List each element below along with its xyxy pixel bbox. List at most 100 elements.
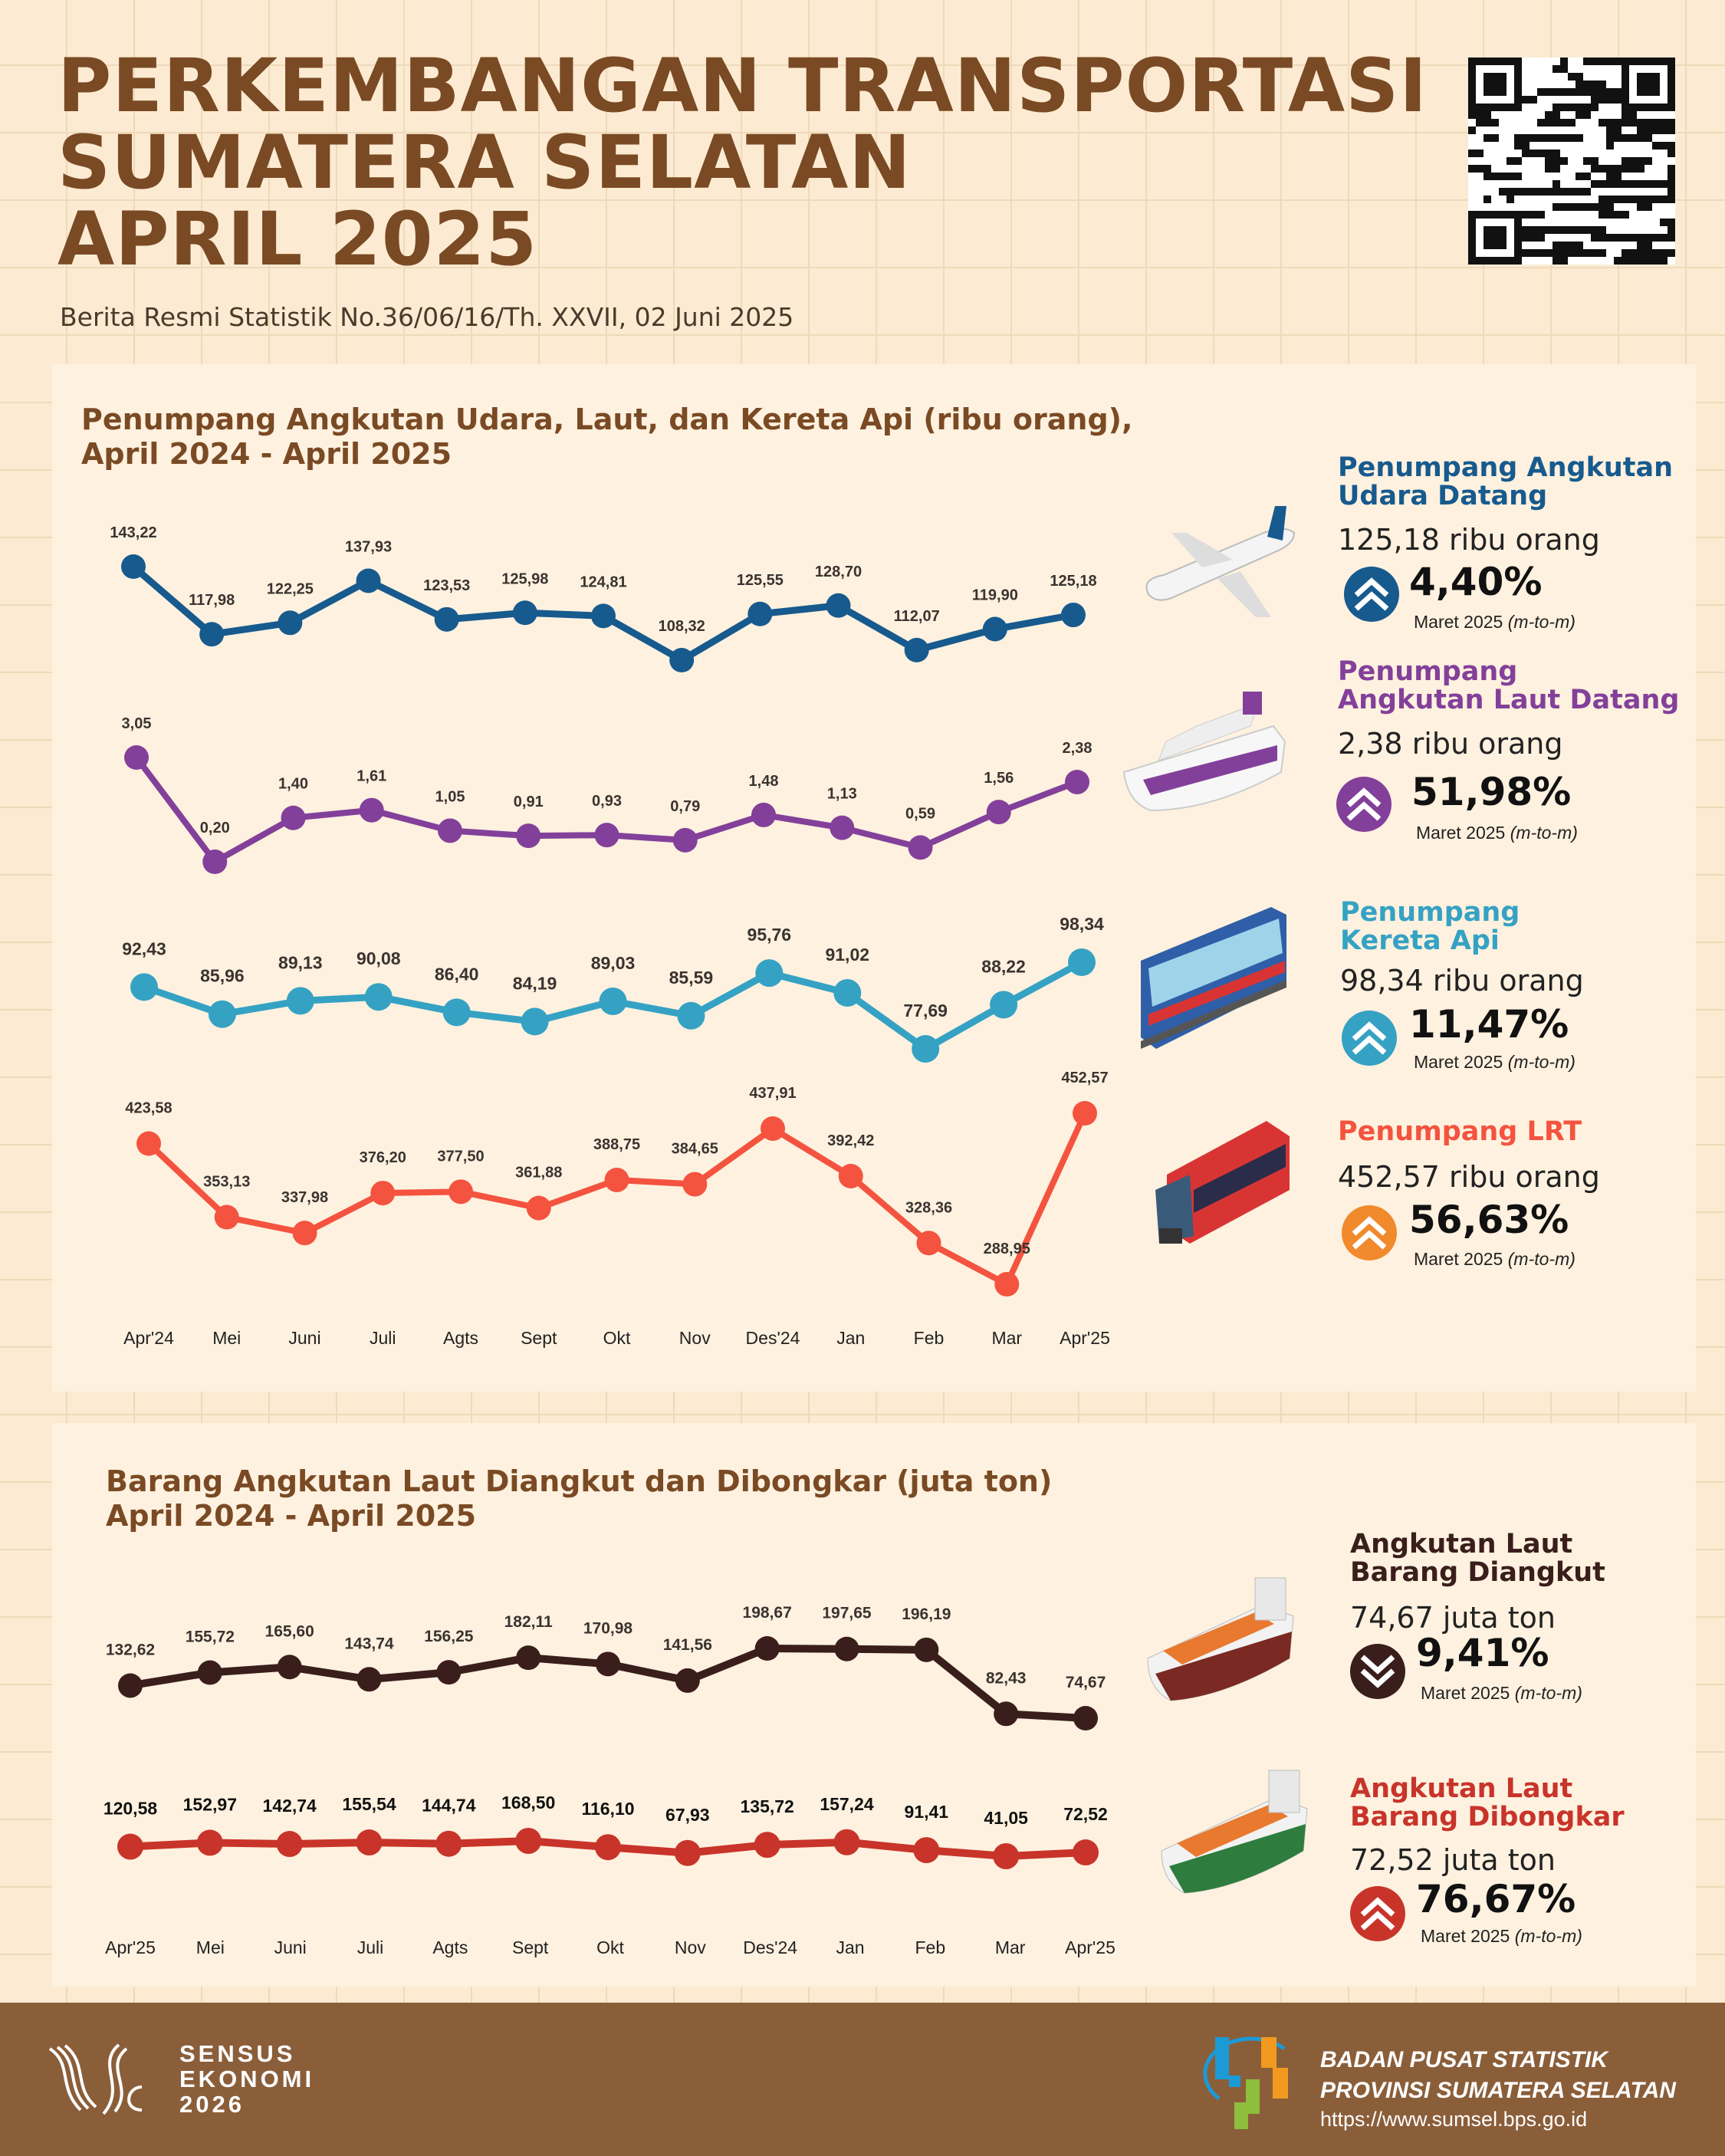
data-point [604, 1167, 629, 1192]
data-label: 0,20 [200, 820, 230, 836]
data-label: 437,91 [749, 1085, 796, 1102]
data-label: 85,96 [200, 966, 245, 986]
data-label: 92,43 [122, 938, 166, 958]
data-label: 143,22 [110, 524, 156, 541]
double-chevron-up-icon [1350, 1886, 1405, 1941]
info-title: Penumpang LRT [1338, 1118, 1582, 1146]
data-point [276, 1831, 303, 1858]
data-label: 2,38 [1063, 740, 1092, 757]
data-point [292, 1221, 317, 1246]
x-tick-label: Jan [836, 1937, 864, 1957]
info-title-line: Angkutan Laut Datang [1338, 685, 1680, 715]
data-point [674, 1839, 701, 1866]
data-point [1061, 603, 1086, 628]
data-label: 170,98 [583, 1619, 633, 1637]
data-label: 125,18 [1050, 573, 1096, 590]
data-label: 156,25 [424, 1628, 474, 1645]
info-note: Maret 2025 (m-to-m) [1421, 1926, 1582, 1947]
info-note-period: Maret 2025 [1414, 1249, 1503, 1269]
data-point [442, 998, 471, 1027]
data-label: 3,05 [122, 715, 152, 732]
bps-url-link[interactable]: https://www.sumsel.bps.go.id [1320, 2108, 1588, 2131]
data-label: 123,53 [423, 577, 470, 594]
info-title-line: Penumpang [1338, 656, 1518, 687]
data-point [197, 1660, 222, 1685]
data-label: 0,93 [592, 793, 622, 810]
data-label: 91,02 [825, 945, 869, 965]
data-point [748, 601, 773, 626]
data-point [591, 603, 616, 629]
data-label: 197,65 [822, 1605, 872, 1622]
data-label: 157,24 [820, 1794, 874, 1814]
data-point [199, 622, 225, 647]
info-percent-change: 9,41% [1416, 1631, 1549, 1675]
data-label: 155,54 [342, 1794, 396, 1814]
data-point [830, 815, 855, 840]
data-point [118, 1673, 143, 1698]
sensus-ekonomi-text: SENSUS EKONOMI 2026 [179, 2041, 314, 2117]
data-point [986, 800, 1011, 825]
data-point [994, 1272, 1020, 1297]
info-title-line: Barang Dibongkar [1350, 1802, 1625, 1832]
info-title-line: Udara Datang [1338, 481, 1548, 511]
info-title-line: Angkutan Laut [1350, 1773, 1573, 1804]
data-label: 125,98 [501, 570, 548, 587]
data-label: 143,74 [344, 1635, 394, 1652]
data-point [826, 593, 851, 618]
sensus-line: 2026 [179, 2091, 245, 2118]
info-note: Maret 2025 (m-to-m) [1421, 1683, 1582, 1704]
x-tick-label: Mei [196, 1937, 225, 1957]
data-point [277, 1655, 302, 1680]
data-label: 196,19 [902, 1605, 951, 1623]
data-point [124, 745, 149, 770]
data-point [751, 802, 776, 827]
data-label: 423,58 [125, 1100, 172, 1117]
main-title: PERKEMBANGAN TRANSPORTASI SUMATERA SELAT… [58, 48, 1428, 278]
data-label: 119,90 [972, 587, 1018, 604]
series-0-1: 3,05 0,20 1,40 1,61 1,05 0,91 0,93 0,79 1,48 1,13… [122, 715, 1092, 874]
data-point [675, 1668, 700, 1693]
data-point [214, 1205, 239, 1230]
info-note-type: (m-to-m) [1507, 1052, 1576, 1072]
data-label: 41,05 [984, 1808, 1028, 1828]
info-value: 98,34 ribu orang [1340, 964, 1584, 997]
double-chevron-up-icon [1342, 1011, 1397, 1066]
data-point [594, 823, 619, 848]
info-note-type: (m-to-m) [1514, 1926, 1582, 1946]
info-title: Angkutan Laut Barang Diangkut [1350, 1530, 1605, 1587]
sensus-ekonomi-logo [48, 2043, 143, 2115]
data-label: 141,56 [663, 1636, 712, 1654]
title-line: April 2024 - April 2025 [81, 437, 452, 471]
data-label: 89,03 [591, 953, 636, 973]
data-point [834, 1636, 859, 1661]
data-point [993, 1843, 1020, 1869]
data-label: 337,98 [281, 1189, 328, 1206]
data-point [516, 1645, 541, 1671]
data-label: 117,98 [189, 592, 235, 609]
info-note-period: Maret 2025 [1421, 1683, 1510, 1703]
data-label: 377,50 [437, 1148, 484, 1165]
data-point [1068, 948, 1096, 976]
double-chevron-up-icon [1342, 1205, 1397, 1260]
data-label: 1,40 [278, 776, 308, 793]
footer: SENSUS EKONOMI 2026 BADAN PUSAT STATISTI… [0, 2003, 1725, 2156]
data-point [677, 1001, 705, 1030]
x-tick-label: Mar [995, 1937, 1026, 1957]
data-point [682, 1172, 708, 1197]
data-point [438, 818, 462, 843]
data-point [202, 850, 228, 874]
data-label: 384,65 [672, 1141, 718, 1158]
data-label: 91,41 [905, 1802, 949, 1822]
data-label: 392,42 [827, 1132, 874, 1149]
double-chevron-down-icon [1350, 1644, 1405, 1699]
info-title-line: Penumpang [1340, 897, 1520, 928]
info-note: Maret 2025 (m-to-m) [1414, 1052, 1576, 1073]
x-tick-label: Juli [370, 1328, 396, 1348]
data-label: 89,13 [278, 952, 323, 972]
data-point [278, 610, 303, 636]
data-point [356, 1667, 382, 1692]
data-point [449, 1179, 473, 1205]
info-percent-change: 11,47% [1409, 1002, 1569, 1047]
data-point [356, 568, 381, 593]
data-label: 67,93 [665, 1805, 710, 1825]
